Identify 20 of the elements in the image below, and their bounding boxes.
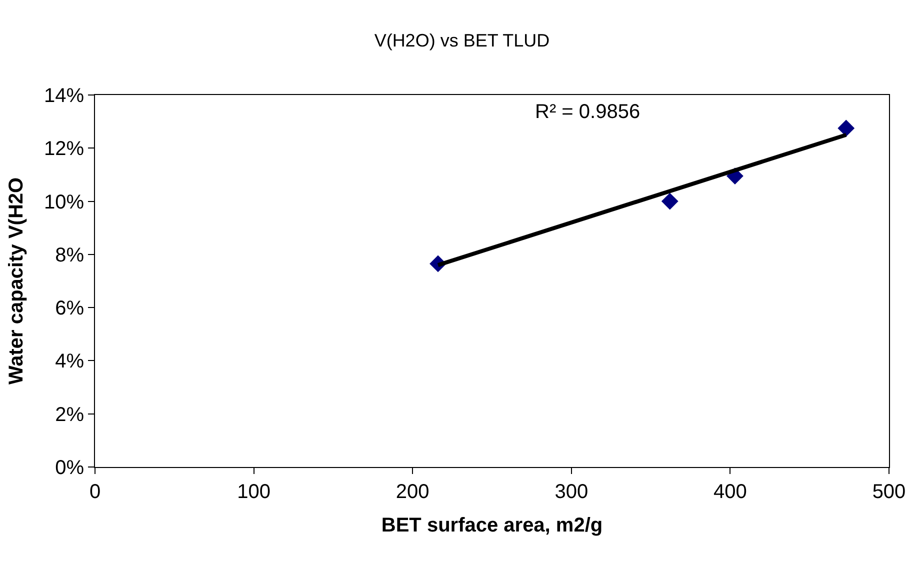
y-tick-label: 14% [44,85,84,107]
x-tick-label: 200 [396,481,430,503]
y-tick-label: 10% [44,191,84,214]
x-tick-label: 0 [89,481,101,503]
x-tick-label: 400 [714,481,747,503]
y-tick-label: 0% [55,457,84,479]
y-tick-label: 4% [55,350,84,373]
y-tick-label: 2% [55,404,84,426]
y-tick-label: 8% [55,244,84,266]
annotation: R² = 0.9856 [535,101,640,123]
x-tick-label: 500 [872,481,906,503]
chart-title: V(H2O) vs BET TLUD [374,30,550,50]
y-tick-label: 12% [44,138,84,160]
y-axis-title: Water capacity V(H2O [5,177,28,385]
x-tick-label: 300 [554,481,588,503]
point [838,120,855,137]
x-axis-title: BET surface area, m2/g [381,514,603,536]
y-tick-label: 6% [55,298,84,320]
point [661,192,678,210]
x-tick-label: 100 [237,481,270,503]
